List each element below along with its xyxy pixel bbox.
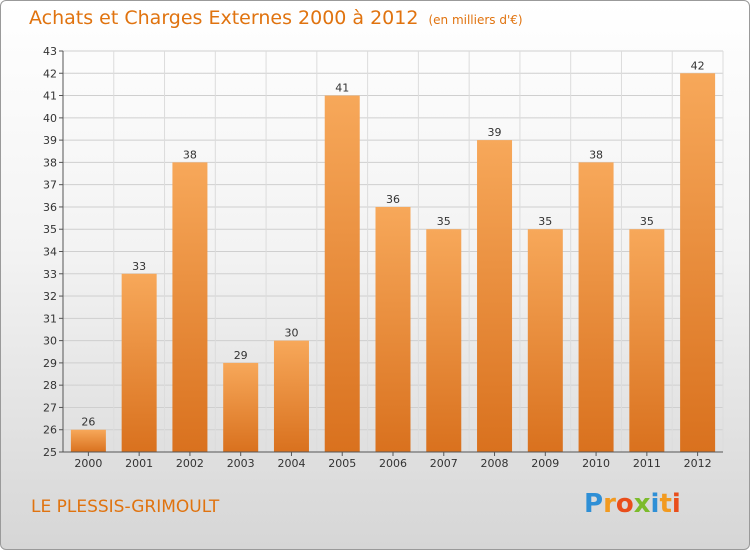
y-tick-label: 36 <box>43 201 57 214</box>
data-label: 26 <box>81 416 95 429</box>
proxiti-logo: Proxiti <box>584 489 681 519</box>
bar <box>578 162 614 452</box>
data-label: 38 <box>183 148 197 161</box>
x-tick-label: 2006 <box>379 457 407 470</box>
bar <box>375 206 411 452</box>
x-tick-label: 2004 <box>277 457 305 470</box>
bar <box>324 95 360 453</box>
y-tick-label: 26 <box>43 424 57 437</box>
x-tick-label: 2000 <box>74 457 102 470</box>
x-tick-label: 2003 <box>227 457 255 470</box>
data-label: 30 <box>284 327 298 340</box>
logo-letter: r <box>603 489 616 519</box>
x-tick-label: 2007 <box>430 457 458 470</box>
data-label: 41 <box>335 82 349 95</box>
y-tick-label: 28 <box>43 379 57 392</box>
x-tick-label: 2002 <box>176 457 204 470</box>
y-tick-label: 43 <box>43 45 57 58</box>
y-tick-label: 40 <box>43 112 57 125</box>
chart-title: Achats et Charges Externes 2000 à 2012 (e… <box>29 7 523 29</box>
data-label: 35 <box>538 215 552 228</box>
logo-letter: t <box>659 489 672 519</box>
y-tick-label: 31 <box>43 312 57 325</box>
bar <box>172 162 208 452</box>
x-tick-label: 2005 <box>328 457 356 470</box>
bar <box>70 429 106 452</box>
bar <box>426 229 462 452</box>
y-tick-label: 39 <box>43 134 57 147</box>
bar <box>680 73 716 453</box>
y-tick-label: 41 <box>43 90 57 103</box>
data-label: 35 <box>437 215 451 228</box>
bar <box>477 140 513 452</box>
chart-subtitle: (en milliers d'€) <box>428 13 523 27</box>
data-label: 35 <box>640 215 654 228</box>
y-tick-label: 30 <box>43 335 57 348</box>
logo-letter: x <box>633 489 651 519</box>
data-label: 42 <box>691 59 705 72</box>
y-tick-label: 27 <box>43 401 57 414</box>
x-tick-label: 2010 <box>582 457 610 470</box>
data-label: 39 <box>488 126 502 139</box>
y-tick-label: 42 <box>43 67 57 80</box>
y-tick-label: 38 <box>43 156 57 169</box>
chart-title-text: Achats et Charges Externes 2000 à 2012 <box>29 7 419 29</box>
data-label: 33 <box>132 260 146 273</box>
x-tick-label: 2011 <box>633 457 661 470</box>
x-tick-label: 2012 <box>684 457 712 470</box>
bar <box>121 273 157 452</box>
logo-letter: i <box>671 489 681 519</box>
y-tick-label: 34 <box>43 246 57 259</box>
bar <box>223 362 259 452</box>
logo-letter: i <box>650 489 660 519</box>
y-tick-label: 33 <box>43 268 57 281</box>
bar <box>527 229 563 452</box>
commune-name: LE PLESSIS-GRIMOULT <box>31 497 220 517</box>
data-label: 36 <box>386 193 400 206</box>
data-label: 38 <box>589 148 603 161</box>
y-tick-label: 25 <box>43 446 57 459</box>
y-tick-label: 37 <box>43 179 57 192</box>
logo-letter: o <box>615 489 634 519</box>
data-label: 29 <box>234 349 248 362</box>
y-tick-label: 35 <box>43 223 57 236</box>
x-tick-label: 2009 <box>531 457 559 470</box>
x-tick-label: 2001 <box>125 457 153 470</box>
bar <box>629 229 665 452</box>
y-tick-label: 32 <box>43 290 57 303</box>
x-tick-label: 2008 <box>481 457 509 470</box>
bar <box>273 340 309 452</box>
logo-letter: P <box>584 489 604 519</box>
y-tick-label: 29 <box>43 357 57 370</box>
